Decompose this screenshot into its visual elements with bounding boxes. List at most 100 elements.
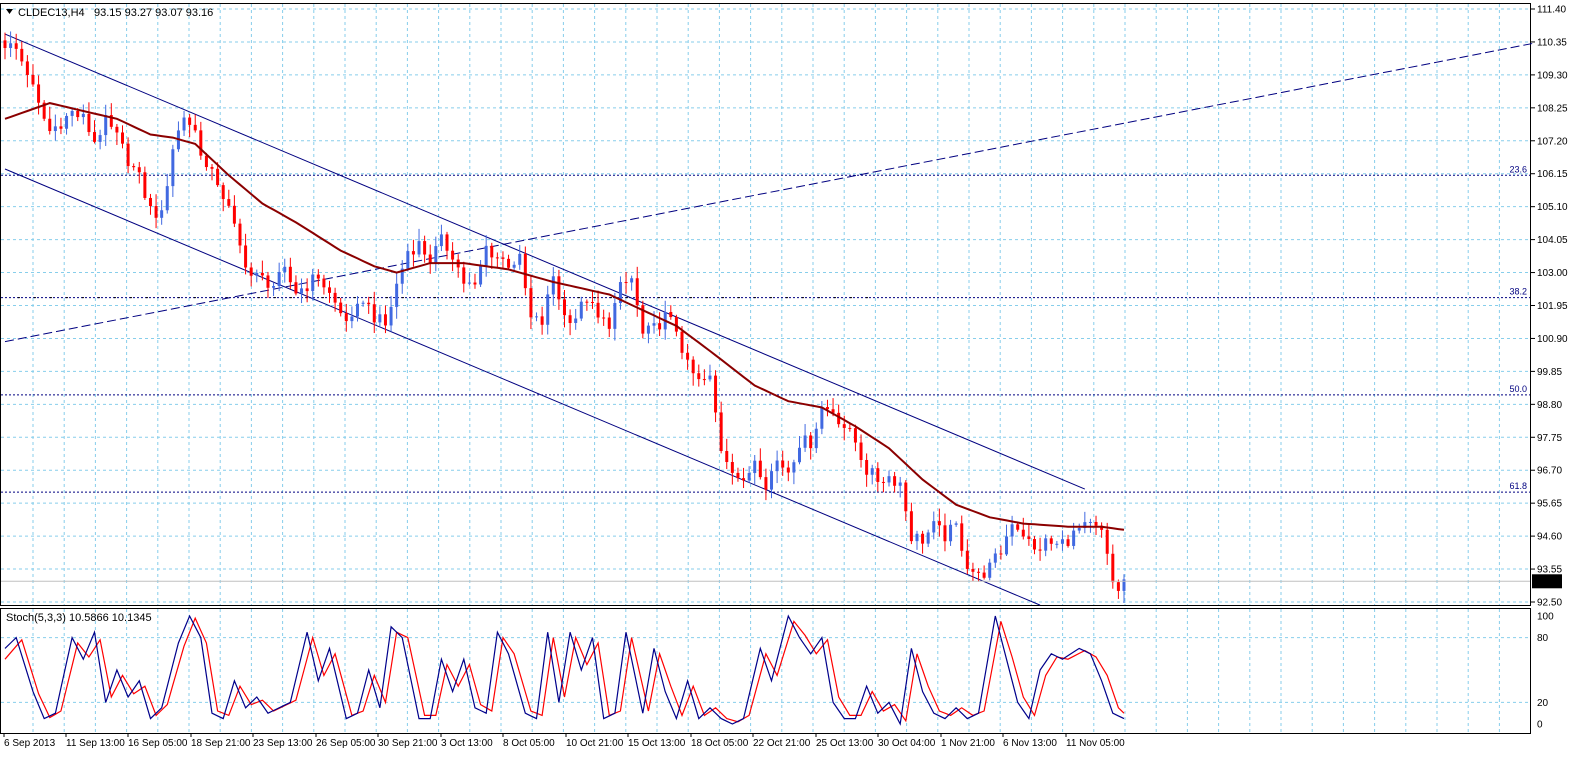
candle-body <box>870 468 874 475</box>
channel-lower-line <box>4 168 1041 606</box>
candle-body <box>618 282 622 304</box>
candle-body <box>949 524 953 542</box>
y-tick-label: 98.80 <box>1537 400 1562 411</box>
candle-body <box>115 126 119 133</box>
candle-body <box>943 525 947 542</box>
candle-body <box>361 302 365 304</box>
candle-body <box>1116 582 1120 591</box>
candle-body <box>1105 529 1109 554</box>
candle-body <box>367 302 371 305</box>
candle-body <box>512 264 516 268</box>
candle-body <box>1049 538 1053 544</box>
x-tick-label: 26 Sep 05:00 <box>316 738 376 749</box>
fib-label: 50.0 <box>1509 384 1527 394</box>
candle-body <box>719 412 723 451</box>
stoch-k-line <box>4 614 1125 726</box>
candle-body <box>93 132 97 142</box>
channel-lines <box>4 33 1533 606</box>
chevron-down-icon[interactable] <box>6 9 13 14</box>
x-tick-label: 30 Sep 21:00 <box>378 738 438 749</box>
candle-body <box>1088 521 1092 523</box>
candle-body <box>467 282 471 284</box>
candle-body <box>188 117 192 125</box>
candle-body <box>378 314 382 323</box>
candle-body <box>37 84 41 103</box>
candle-body <box>383 314 387 326</box>
candle-body <box>473 282 477 285</box>
x-tick-label: 30 Oct 04:00 <box>878 738 936 749</box>
candle-body <box>848 427 852 429</box>
candle-body <box>339 302 343 314</box>
candle-body <box>853 428 857 443</box>
candle-body <box>842 424 846 428</box>
candle-body <box>9 43 13 48</box>
candle-body <box>831 409 835 413</box>
x-tick-label: 3 Oct 13:00 <box>441 738 493 749</box>
candle-body <box>227 199 231 206</box>
candle-body <box>775 460 779 472</box>
candle-body <box>904 482 908 512</box>
y-tick-label: 105.10 <box>1537 202 1568 213</box>
candle-body <box>669 311 673 318</box>
candle-body <box>786 467 790 473</box>
candle-body <box>641 305 645 334</box>
candle-body <box>171 149 175 187</box>
candle-body <box>803 435 807 448</box>
candle-body <box>87 113 91 133</box>
candle-body <box>305 288 309 292</box>
candle-body <box>1094 521 1098 526</box>
candle-body <box>1005 536 1009 555</box>
candle-body <box>344 313 348 322</box>
x-tick-label: 22 Oct 21:00 <box>753 738 811 749</box>
candle-body <box>1122 579 1126 591</box>
candle-body <box>277 271 281 287</box>
candle-body <box>859 442 863 460</box>
x-tick-label: 6 Nov 13:00 <box>1003 738 1057 749</box>
candle-body <box>406 251 410 269</box>
stoch-level-label: 80 <box>1537 633 1549 644</box>
candle-body <box>523 253 527 289</box>
candle-body <box>272 286 276 288</box>
candle-body <box>199 130 203 156</box>
candle-body <box>579 301 583 319</box>
candle-body <box>960 523 964 551</box>
candle-body <box>204 155 208 168</box>
candle-body <box>686 352 690 360</box>
candle-body <box>1016 524 1020 530</box>
candle-body <box>53 126 57 132</box>
candle-body <box>65 115 69 129</box>
y-tick-label: 109.30 <box>1537 70 1568 81</box>
candle-body <box>613 303 617 329</box>
candle-body <box>926 532 930 544</box>
candle-body <box>1055 543 1059 545</box>
candle-body <box>909 511 913 542</box>
candle-body <box>244 245 248 268</box>
candle-body <box>255 272 259 276</box>
candle-body <box>674 317 678 332</box>
y-tick-label: 103.00 <box>1537 268 1568 279</box>
candle-body <box>507 258 511 268</box>
candle-body <box>1072 530 1076 546</box>
candle-body <box>658 323 662 330</box>
x-tick-label: 25 Oct 13:00 <box>816 738 874 749</box>
moving-average-line <box>4 102 1125 531</box>
candle-body <box>585 301 589 303</box>
last-price-box <box>1532 574 1562 589</box>
x-tick-label: 8 Oct 05:00 <box>503 738 555 749</box>
candle-body <box>635 278 639 306</box>
stoch-plot-frame <box>0 608 1531 734</box>
candle-body <box>747 473 751 481</box>
candle-body <box>109 115 113 127</box>
candle-body <box>691 359 695 374</box>
x-tick-label: 16 Sep 05:00 <box>128 738 188 749</box>
candle-body <box>753 460 757 474</box>
candle-body <box>1021 529 1025 537</box>
candle-body <box>837 412 841 425</box>
candle-body <box>1060 539 1064 544</box>
y-tick-label: 107.20 <box>1537 136 1568 147</box>
candle-body <box>238 223 242 246</box>
x-tick-label: 18 Oct 05:00 <box>691 738 749 749</box>
grid-layer <box>0 3 1531 734</box>
candle-body <box>607 317 611 329</box>
